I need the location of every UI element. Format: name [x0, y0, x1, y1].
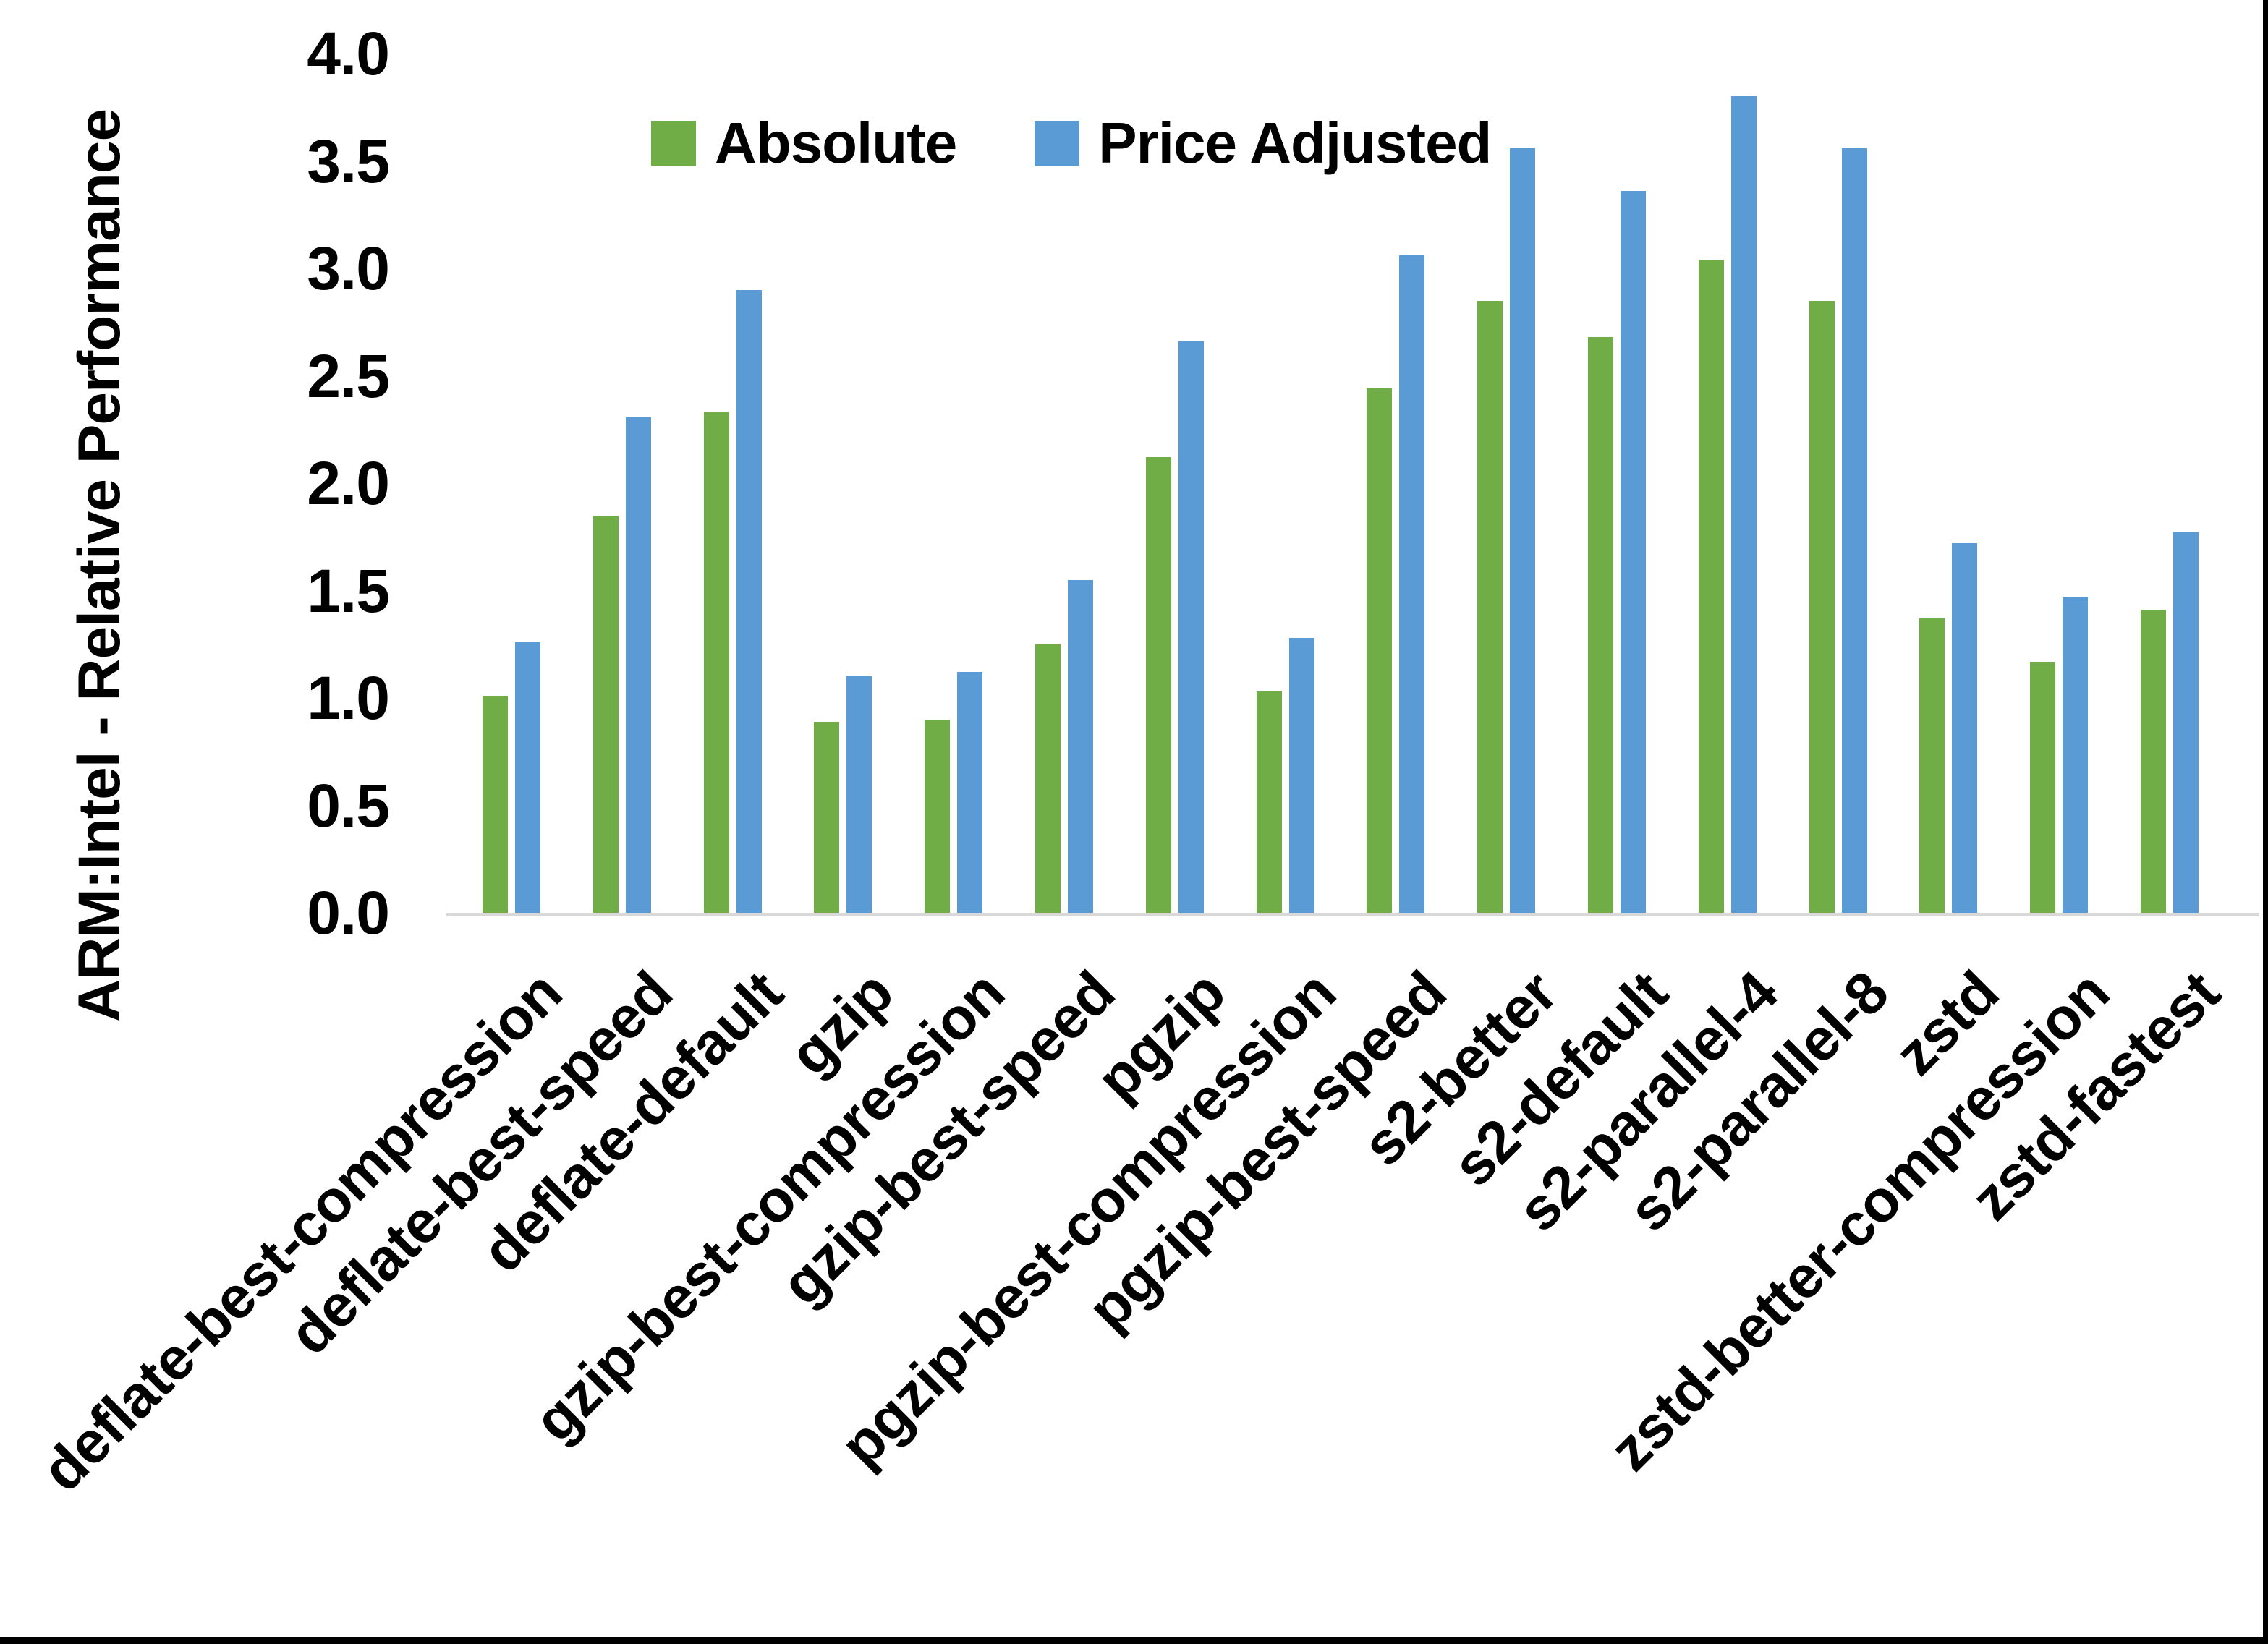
- bar-absolute-pgzip-best-speed: [1367, 388, 1393, 913]
- y-tick-label: 1.0: [307, 664, 390, 732]
- bar-absolute-pgzip: [1145, 457, 1171, 913]
- bar-absolute-zstd-better-compression: [2030, 661, 2056, 913]
- y-tick-label: 2.0: [307, 449, 390, 517]
- y-tick-label: 1.5: [307, 556, 390, 625]
- bar-price-adjusted-deflate-best-compression: [515, 642, 540, 913]
- bar-price-adjusted-gzip-best-speed: [1068, 579, 1093, 913]
- bar-absolute-deflate-best-speed: [593, 515, 619, 913]
- bar-absolute-zstd-fastest: [2141, 610, 2166, 913]
- bar-price-adjusted-zstd-fastest: [2173, 532, 2199, 913]
- bar-absolute-s2-default: [1588, 337, 1613, 913]
- bar-price-adjusted-pgzip-best-compression: [1288, 637, 1314, 913]
- bar-price-adjusted-s2-parallel-4: [1730, 96, 1757, 913]
- bar-price-adjusted-deflate-best-speed: [625, 416, 651, 913]
- bar-price-adjusted-deflate-default: [736, 289, 762, 913]
- bar-price-adjusted-zstd-better-compression: [2063, 597, 2089, 913]
- y-tick-label: 0.0: [307, 879, 390, 947]
- bar-absolute-deflate-best-compression: [483, 696, 508, 913]
- y-tick-label: 4.0: [307, 20, 390, 88]
- y-tick-label: 2.5: [307, 341, 390, 410]
- legend-label: Absolute: [715, 111, 957, 175]
- y-tick-label: 0.5: [307, 771, 390, 840]
- bar-price-adjusted-pgzip-best-speed: [1399, 255, 1425, 913]
- bar-price-adjusted-gzip: [846, 676, 872, 913]
- legend-item-absolute: Absolute: [651, 110, 957, 176]
- y-axis-title: ARM:Intel - Relative Performance: [67, 108, 132, 1023]
- bar-price-adjusted-s2-default: [1621, 191, 1646, 913]
- bar-price-adjusted-gzip-best-compression: [957, 672, 983, 913]
- legend-swatch-icon: [1035, 121, 1080, 166]
- legend-item-price-adjusted: Price Adjusted: [1035, 110, 1492, 176]
- bar-price-adjusted-pgzip: [1178, 341, 1204, 913]
- legend-label: Price Adjusted: [1098, 111, 1492, 175]
- bar-absolute-gzip: [814, 721, 840, 913]
- bar-absolute-s2-parallel-8: [1809, 300, 1835, 913]
- legend-swatch-icon: [651, 121, 696, 166]
- y-tick-label: 3.0: [307, 234, 390, 302]
- x-axis-line: [446, 913, 2259, 916]
- bar-absolute-s2-parallel-4: [1698, 260, 1724, 913]
- bar-price-adjusted-s2-parallel-8: [1841, 148, 1867, 913]
- bar-price-adjusted-zstd: [1952, 543, 1978, 913]
- y-tick-label: 3.5: [307, 127, 390, 195]
- bar-absolute-gzip-best-compression: [925, 719, 951, 913]
- bar-absolute-gzip-best-speed: [1035, 644, 1061, 913]
- bar-absolute-pgzip-best-compression: [1256, 691, 1282, 913]
- bar-absolute-zstd: [1919, 618, 1945, 913]
- legend: Absolute Price Adjusted: [651, 107, 1492, 179]
- bar-price-adjusted-s2-better: [1510, 148, 1536, 913]
- bar-absolute-s2-better: [1477, 300, 1503, 913]
- bar-absolute-deflate-default: [703, 412, 729, 913]
